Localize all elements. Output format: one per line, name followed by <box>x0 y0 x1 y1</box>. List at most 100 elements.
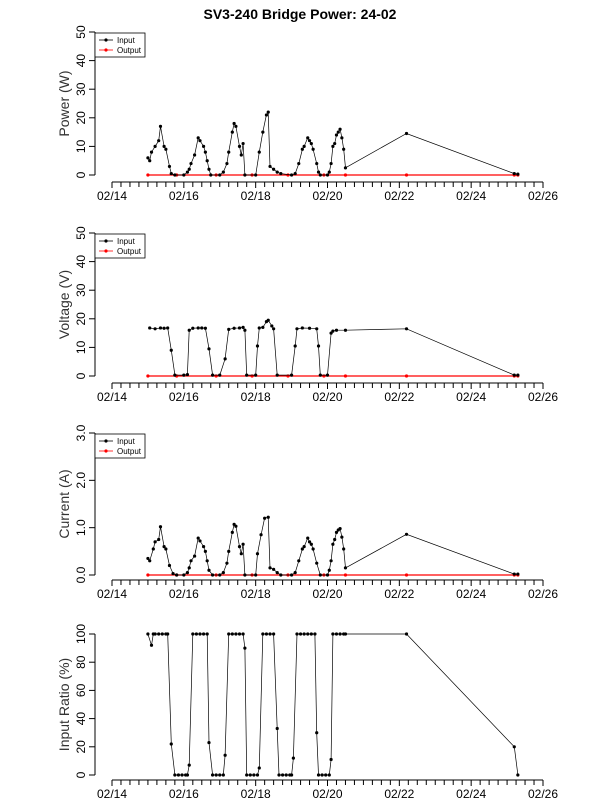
x-tick-label: 02/14 <box>97 587 127 601</box>
y-tick-label: 2.0 <box>74 472 88 489</box>
legend-entry-input: Input <box>117 237 136 246</box>
y-axis-label: Power (W) <box>56 70 72 136</box>
data-point-input <box>153 144 157 148</box>
data-point-input-ratio <box>205 632 209 636</box>
data-point-input <box>333 537 337 542</box>
data-point-input <box>333 141 337 146</box>
data-point-input <box>173 373 177 377</box>
data-point-input <box>185 571 190 575</box>
data-point-input <box>210 373 215 377</box>
y-tick-label: 10 <box>74 340 88 354</box>
data-point-input-ratio <box>324 773 328 777</box>
data-point-input <box>295 327 299 331</box>
data-point-input <box>162 326 166 330</box>
data-point-input <box>169 171 173 176</box>
y-tick-label: 80 <box>74 655 88 669</box>
data-point-input <box>241 141 245 146</box>
data-point-input <box>237 144 242 148</box>
x-tick-label: 02/20 <box>312 390 342 404</box>
data-point-input <box>311 147 315 151</box>
panel-2: 0 10 20 30 40 50 Voltage (V) 02/14 02/16 02/18 02/… <box>56 226 558 404</box>
x-tick-label: 02/16 <box>169 587 199 601</box>
data-point-input <box>201 144 206 148</box>
data-point-input-ratio <box>207 740 211 745</box>
data-point-input-ratio <box>313 632 317 636</box>
legend-swatch-point <box>104 239 108 243</box>
data-point-input <box>162 545 166 549</box>
data-point-output <box>404 173 409 177</box>
data-point-input <box>243 173 247 177</box>
data-point-input <box>158 326 163 330</box>
data-point-output <box>404 573 409 577</box>
data-point-input <box>218 573 222 577</box>
data-point-output <box>146 173 150 177</box>
y-tick-label: 20 <box>74 740 88 754</box>
x-tick-label: 02/24 <box>456 189 486 203</box>
data-point-input <box>516 172 520 176</box>
data-point-input-ratio <box>191 632 195 636</box>
data-point-input-ratio <box>169 742 173 746</box>
data-point-input <box>272 327 276 331</box>
data-point-input <box>275 170 279 174</box>
y-tick-label: 60 <box>74 683 88 697</box>
y-tick-label: 40 <box>74 255 88 269</box>
y-tick-label: 20 <box>74 111 88 125</box>
data-point-input-ratio <box>237 632 242 636</box>
y-tick-label: 0 <box>74 171 88 178</box>
data-point-input-ratio <box>241 632 245 636</box>
legend-entry-input: Input <box>117 36 136 45</box>
data-point-output <box>343 173 348 177</box>
data-point-input <box>325 573 330 577</box>
data-point-input <box>302 144 306 148</box>
data-point-input <box>334 328 339 332</box>
data-point-input <box>309 141 313 146</box>
data-point-input <box>146 156 150 160</box>
data-point-input <box>512 373 516 377</box>
data-point-input <box>516 373 520 377</box>
data-point-output <box>343 374 348 378</box>
data-point-input <box>257 326 261 330</box>
data-point-input <box>227 549 231 553</box>
data-point-input-ratio <box>198 632 202 636</box>
y-tick-label: 100 <box>74 624 88 644</box>
data-point-output <box>404 374 409 378</box>
data-point-input <box>198 139 202 143</box>
data-point-input <box>318 173 322 177</box>
x-tick-label: 02/26 <box>528 189 558 203</box>
data-point-input <box>257 150 261 154</box>
data-point-input <box>243 573 247 577</box>
data-point-input <box>255 552 260 556</box>
data-point-input <box>338 127 342 131</box>
data-point-input <box>241 542 245 546</box>
data-point-input <box>263 516 267 520</box>
x-tick-label: 02/26 <box>528 787 558 800</box>
x-tick-label: 02/24 <box>456 587 486 601</box>
data-point-input <box>293 171 297 176</box>
data-point-input-ratio <box>227 632 231 636</box>
data-point-input <box>230 130 234 134</box>
data-point-input <box>340 535 344 539</box>
data-point-input <box>254 573 258 577</box>
data-point-input-ratio <box>291 756 295 760</box>
data-point-input <box>270 324 274 328</box>
data-point-input <box>272 567 276 571</box>
data-point-input-ratio <box>404 632 409 636</box>
data-point-input-ratio <box>264 632 269 636</box>
data-point-input-ratio <box>245 773 249 777</box>
data-point-input-ratio <box>149 643 154 647</box>
data-point-input <box>157 139 161 143</box>
data-point-input <box>234 524 238 528</box>
data-point-input <box>307 139 312 143</box>
x-tick-label: 02/18 <box>241 189 271 203</box>
data-point-input-ratio <box>281 773 285 777</box>
data-point-input-ratio <box>298 632 303 636</box>
data-point-input <box>338 527 342 531</box>
data-point-input <box>149 150 154 154</box>
data-point-input <box>315 561 319 565</box>
data-point-input <box>225 561 229 565</box>
y-tick-label: 0 <box>74 771 88 778</box>
data-point-input <box>243 328 247 332</box>
data-point-input <box>187 566 191 570</box>
y-tick-label: 10 <box>74 139 88 153</box>
